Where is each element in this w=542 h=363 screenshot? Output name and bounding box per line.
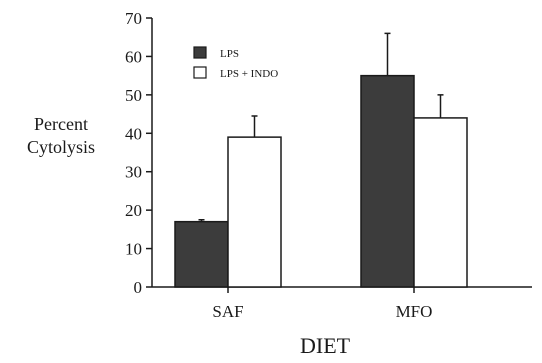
x-axis-title: DIET — [300, 333, 351, 358]
bars — [174, 32, 468, 288]
y-tick-label: 70 — [125, 9, 142, 28]
y-tick-label: 20 — [125, 201, 142, 220]
y-tick-label: 40 — [125, 124, 142, 143]
bar — [227, 136, 282, 288]
x-tick-label: MFO — [396, 302, 433, 321]
y-tick-label: 50 — [125, 86, 142, 105]
y-axis-title-line-1: Percent — [34, 114, 88, 134]
y-tick-label: 60 — [125, 47, 142, 66]
y-axis: 0 10 20 30 40 50 60 70 — [125, 9, 153, 297]
legend-label: LPS + INDO — [220, 68, 278, 80]
bar — [174, 220, 229, 288]
x-tick-label: SAF — [212, 302, 243, 321]
legend-swatch — [193, 66, 207, 79]
legend-swatch — [193, 46, 207, 59]
legend-label: LPS — [220, 48, 239, 60]
y-axis-title-line-2: Cytolysis — [26, 137, 96, 157]
y-tick-label: 10 — [125, 240, 142, 259]
y-tick-label: 30 — [125, 163, 142, 182]
y-axis-title: Percent Cytolysis — [6, 113, 116, 159]
y-tick-label: 0 — [134, 278, 143, 297]
x-axis: SAF MFO — [152, 286, 532, 321]
legend: LPS LPS + INDO — [193, 46, 278, 80]
bar — [413, 117, 468, 288]
bar — [360, 74, 415, 288]
